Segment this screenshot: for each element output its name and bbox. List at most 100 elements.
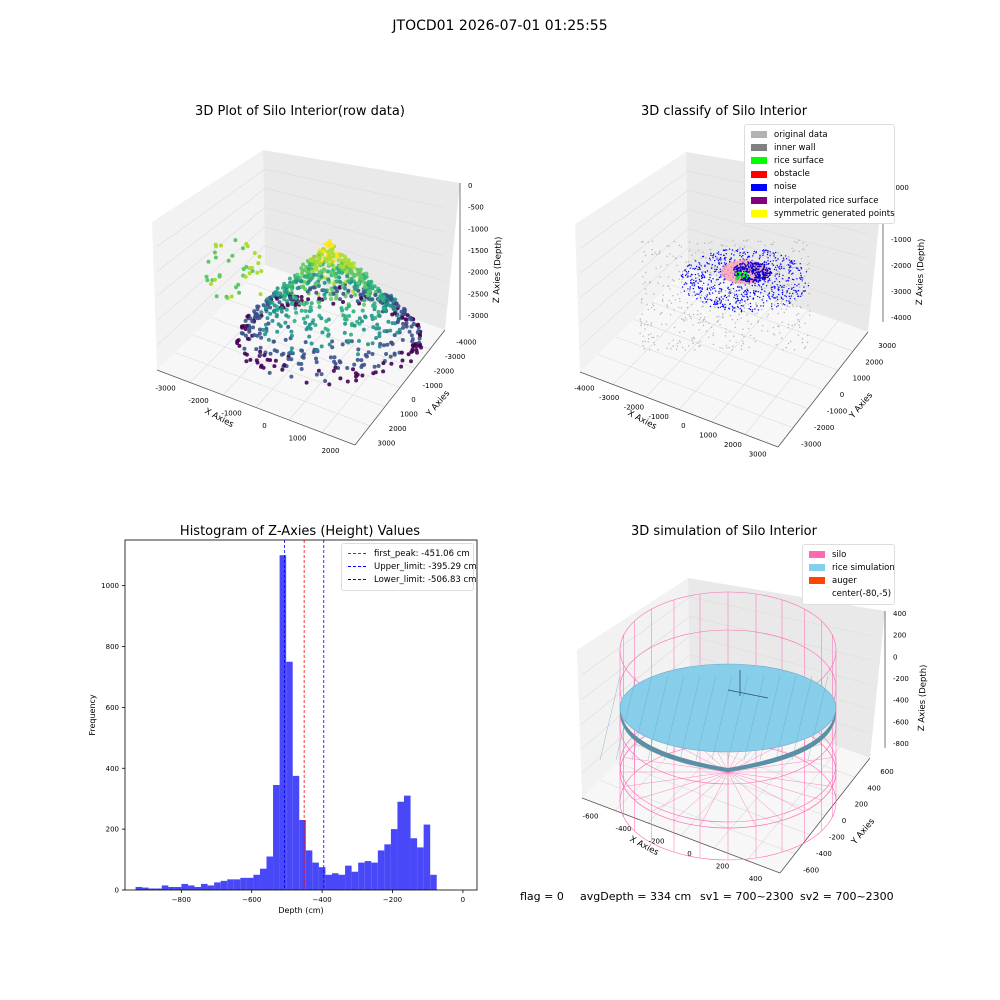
original-data-point [801,280,803,283]
z-tick-label: -4000 [891,314,911,322]
data-point [332,281,337,286]
noise-point [762,305,765,307]
noise-point [765,272,767,275]
original-data-point [743,246,746,248]
noise-point [768,295,770,298]
noise-point [797,295,799,297]
noise-point [797,289,800,292]
data-point [402,309,407,314]
y-tick-label: 0 [840,391,844,399]
noise-point [702,274,704,276]
noise-point [746,299,749,301]
noise-point [696,298,698,300]
noise-point [759,279,761,282]
noise-point [719,306,722,308]
noise-point [748,279,751,282]
original-data-point [796,314,798,316]
noise-point [747,280,749,282]
noise-point [713,301,716,303]
original-data-point [725,331,727,333]
noise-point [708,257,711,259]
original-data-point [793,349,796,351]
histogram-plot: −800 −600 −400 −200 002004006008001000Depth … [88,539,478,915]
noise-point [767,257,769,259]
original-data-point [739,246,741,248]
noise-point [713,253,715,255]
legend-item: obstacle [751,168,888,181]
data-point [224,294,229,299]
original-data-point [755,306,758,308]
noise-point [788,269,790,271]
noise-point [771,308,773,310]
noise-point [793,279,795,281]
original-data-point [644,281,647,283]
original-data-point [741,333,743,336]
noise-point [757,284,760,286]
noise-point [709,293,711,295]
silo-floor-spoke [727,757,833,773]
noise-point [756,271,758,273]
noise-point [751,269,754,272]
original-data-point [702,251,704,253]
original-data-point [666,245,668,247]
data-point [366,350,371,355]
noise-point [725,262,727,265]
original-data-point [713,266,715,268]
noise-point [763,249,765,251]
noise-point [742,258,744,260]
noise-point [776,296,778,298]
x-tick-label: -1000 [648,413,668,421]
original-data-point [772,326,775,329]
original-data-point [659,250,661,252]
grid-line [579,228,689,323]
original-data-point [668,245,670,248]
grid-line [156,168,266,247]
data-point [308,287,313,292]
noise-point [788,264,790,266]
original-data-point [699,340,701,343]
original-data-point [730,289,732,292]
data-point [278,324,283,329]
noise-point [710,286,713,288]
noise-point [695,267,697,270]
noise-point [739,300,742,302]
status-avg-depth: avgDepth = 334 cm [580,890,692,903]
data-point [205,278,210,283]
data-point [382,306,387,311]
data-point [284,307,289,312]
data-point [294,296,299,301]
original-data-point [678,270,680,273]
data-point [319,316,324,321]
noise-point [737,249,739,251]
data-point [294,279,299,284]
data-point [266,337,271,342]
original-data-point [808,268,810,270]
noise-point [727,299,729,301]
data-point [249,265,254,270]
data-point [381,343,386,348]
data-point [307,322,312,327]
data-point [392,311,397,316]
noise-point [735,290,738,292]
original-data-point [786,305,788,308]
data-point [417,336,422,341]
noise-point [718,297,720,299]
original-data-point [692,342,694,345]
x-tick-label: 0 [687,850,691,858]
data-point [373,289,378,294]
data-point [356,281,360,286]
histogram-bar [279,555,287,890]
original-data-point [691,338,693,340]
grid-line [579,247,689,348]
silo-floor-spoke [727,771,757,827]
legend-label: obstacle [774,169,810,180]
data-point [248,316,253,321]
data-point [308,305,313,310]
original-data-point [703,318,705,321]
x-tick-label: 1000 [699,432,717,440]
original-data-point [688,345,690,347]
y-tick-label: -600 [803,866,819,874]
data-point [333,361,338,366]
data-point [416,329,421,333]
noise-point [775,278,777,280]
